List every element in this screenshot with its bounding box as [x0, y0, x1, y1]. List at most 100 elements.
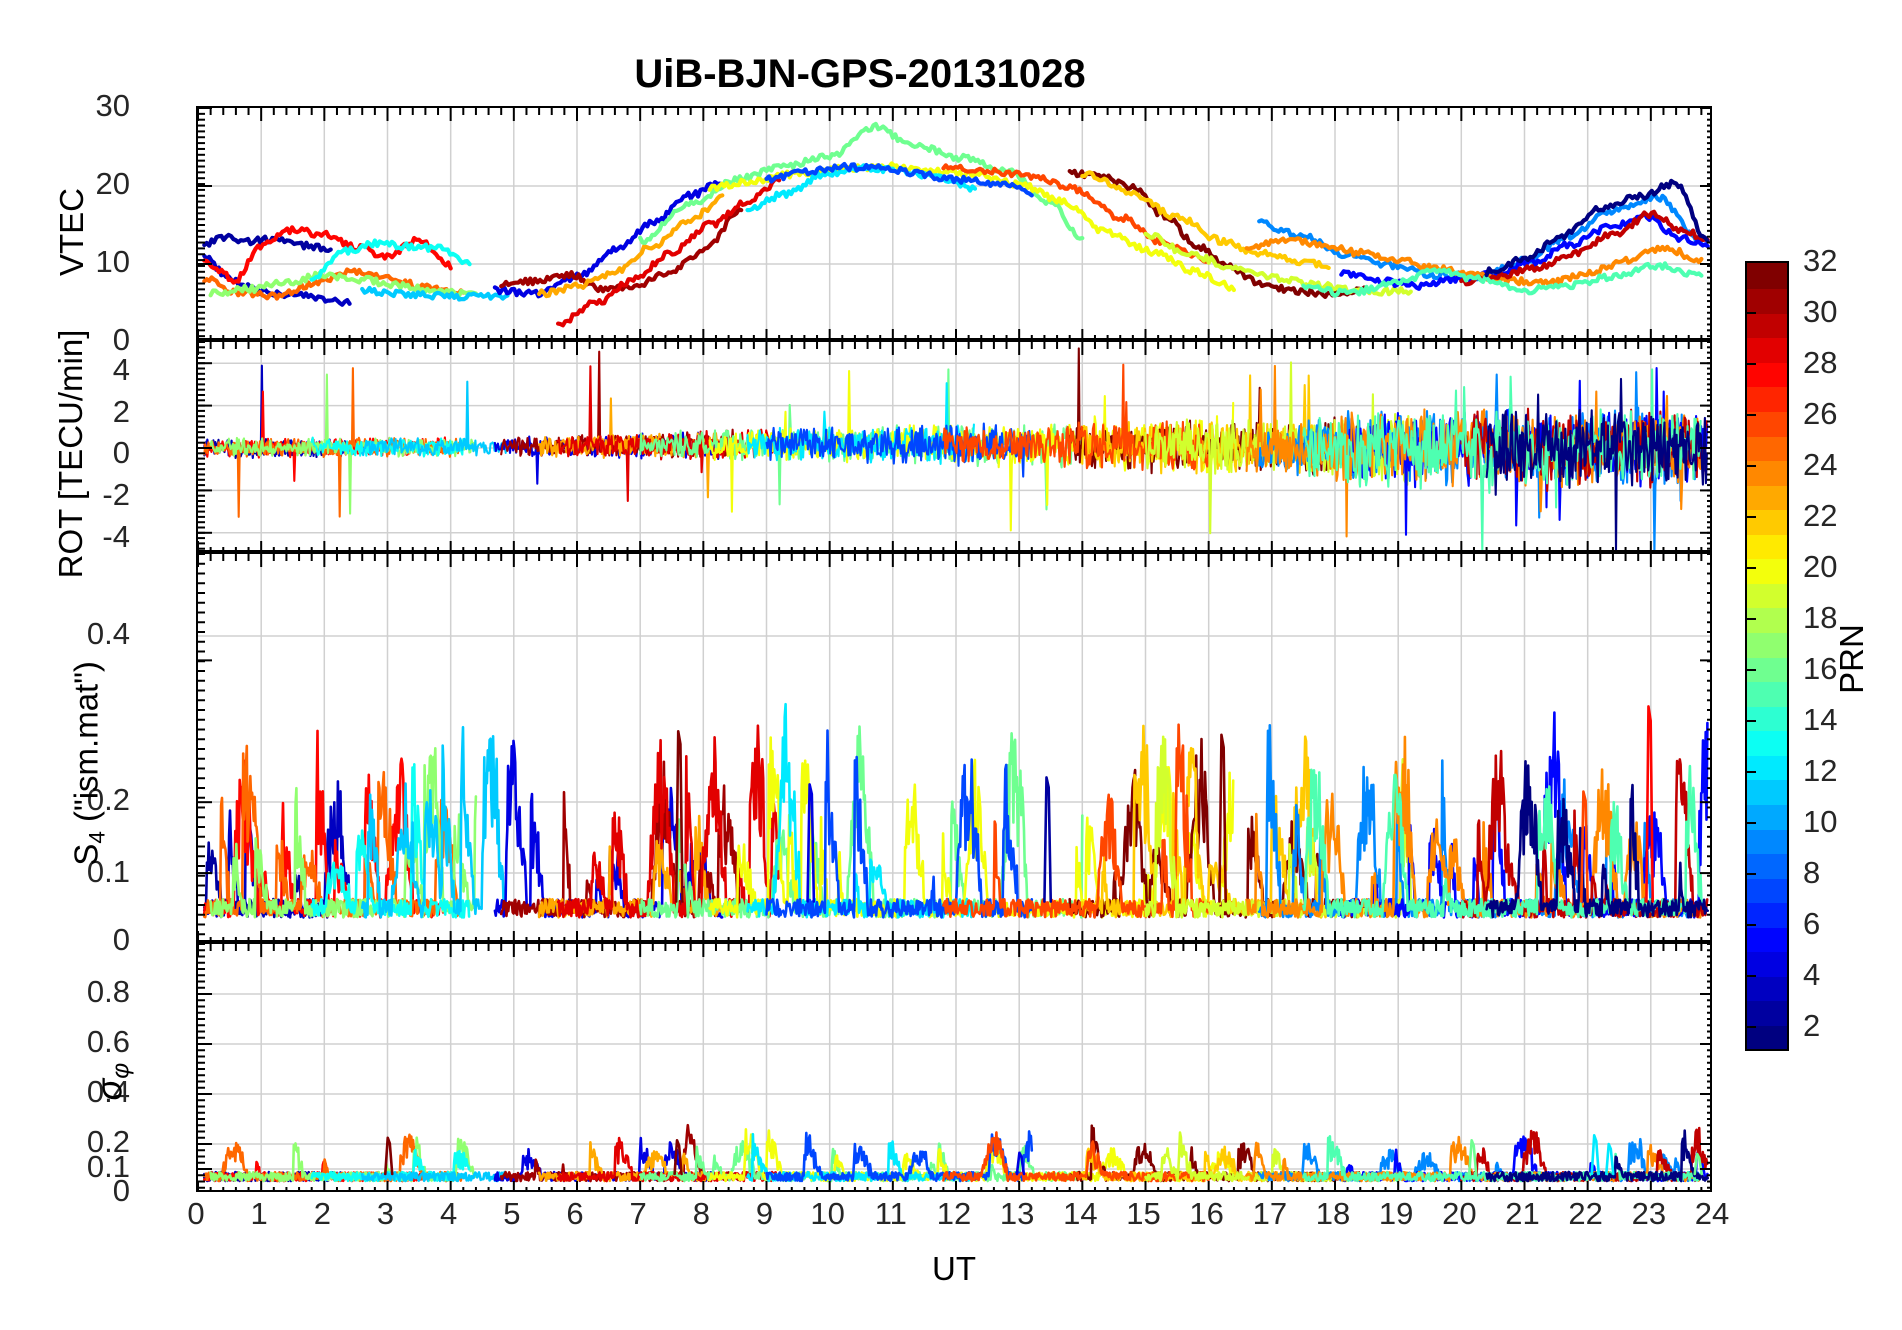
- y-tickmarks: [198, 342, 1710, 550]
- x-tick-20: 20: [1442, 1196, 1477, 1231]
- colorbar-swatch: [1747, 287, 1787, 314]
- sigmaphi-arc-prn-11: [360, 1170, 509, 1183]
- x-tick-22: 22: [1568, 1196, 1603, 1231]
- s4-ytick-01: 0.1: [86, 854, 130, 889]
- s4-arc-prn-1: [1485, 760, 1709, 919]
- panel-vtec[interactable]: [196, 106, 1712, 340]
- vtec-ytick-column: 30 20 10 0: [44, 88, 130, 357]
- x-axis-tick-labels: 0 1 2 3 4 5 6 7 8 9 10 11 12 13 14 15 16 17 18 19 20 21 22 23 24: [187, 1196, 1729, 1240]
- colorbar-tick-8: 8: [1803, 854, 1821, 890]
- colorbar-tickmark: [1745, 261, 1756, 263]
- vtec-arc-prn-23: [537, 193, 725, 299]
- axis-tickmarks: [198, 342, 1703, 550]
- s4-ytick-02: 0.2: [86, 782, 130, 817]
- colorbar-swatch: [1747, 557, 1787, 584]
- colorbar-tickmark: [1745, 362, 1756, 365]
- rot-ytick-neg2: -2: [102, 477, 130, 512]
- sigmaphi-ytick-04: 0.4: [86, 1074, 130, 1109]
- colorbar-tick-2: 2: [1803, 1007, 1821, 1043]
- colorbar-swatch: [1747, 263, 1787, 290]
- colorbar-tickmark: [1745, 872, 1756, 875]
- colorbar-tickmark: [1745, 770, 1756, 773]
- x-tick-23: 23: [1631, 1196, 1667, 1231]
- s4-arc-prn-7: [765, 729, 1034, 919]
- s4-peak-prn-4: [806, 783, 816, 903]
- y-tickmarks: [198, 944, 1710, 1189]
- vtec-arc-prn-11: [360, 285, 510, 302]
- colorbar-swatch: [1747, 778, 1787, 805]
- panel-rot[interactable]: [196, 340, 1712, 552]
- colorbar-swatch: [1747, 877, 1787, 904]
- sigmaphi-peak-prn-12: [1605, 1142, 1615, 1176]
- s4-ytick-04: 0.4: [86, 616, 130, 651]
- colorbar-swatch: [1747, 999, 1787, 1026]
- sigmaphi-peak-prn-16: [1467, 1138, 1478, 1176]
- x-tick-10: 10: [810, 1196, 845, 1231]
- sigmaphi-peak-prn-12: [1590, 1133, 1601, 1176]
- colorbar-swatch: [1747, 508, 1787, 535]
- colorbar-tickmark: [1745, 311, 1756, 314]
- colorbar-tick-28: 28: [1803, 344, 1838, 380]
- sigmaphi-plot-svg: [198, 944, 1710, 1190]
- figure-title: UiB-BJN-GPS-20131028: [634, 52, 1086, 96]
- colorbar-swatch: [1747, 336, 1787, 363]
- colorbar-tick-24: 24: [1803, 446, 1838, 482]
- sigmaphi-axis-label: σφ: [88, 1062, 135, 1101]
- colorbar-tickmark: [1745, 821, 1756, 824]
- colorbar-tick-14: 14: [1803, 701, 1838, 737]
- colorbar-tick-6: 6: [1803, 905, 1821, 941]
- sigmaphi-arc-prn-7: [765, 1130, 1034, 1183]
- colorbar-tick-30: 30: [1803, 293, 1838, 329]
- y-tickmarks: [198, 554, 1710, 936]
- sigmaphi-peak-prn-32: [383, 1136, 394, 1176]
- colorbar-tickmark: [1745, 617, 1756, 620]
- colorbar-tick-26: 26: [1803, 395, 1838, 431]
- vtec-arc-prn-29: [556, 176, 782, 328]
- vtec-ytick-30: 30: [95, 88, 130, 123]
- colorbar-tick-32: 32: [1803, 243, 1838, 278]
- x-tick-14: 14: [1063, 1196, 1098, 1231]
- colorbar-tickmark: [1745, 464, 1756, 467]
- panel-s4[interactable]: [196, 552, 1712, 942]
- colorbar-swatch: [1747, 1024, 1787, 1049]
- axis-tickmarks: [198, 944, 1703, 1190]
- vtec-arc-prn-1: [1484, 178, 1710, 278]
- sigmaphi-ytick-02: 0.2: [86, 1124, 130, 1159]
- x-tick-6: 6: [566, 1196, 584, 1231]
- colorbar-swatch: [1747, 950, 1787, 977]
- colorbar-tick-labels: 2 4 6 8 10 12 14 16 18 20 22 24 26 28 30 32: [1745, 243, 1895, 1051]
- x-tick-17: 17: [1252, 1196, 1288, 1231]
- colorbar-swatch: [1747, 975, 1787, 1002]
- colorbar-tickmark: [1745, 515, 1756, 518]
- colorbar[interactable]: [1745, 261, 1789, 1051]
- colorbar-tickmark: [1745, 668, 1756, 671]
- vtec-ytick-20: 20: [95, 166, 130, 201]
- x-tick-13: 13: [999, 1196, 1035, 1231]
- colorbar-tick-22: 22: [1803, 497, 1838, 533]
- x-tick-18: 18: [1315, 1196, 1351, 1231]
- x-tick-0: 0: [187, 1196, 205, 1231]
- colorbar-tick-12: 12: [1803, 752, 1838, 788]
- s4-arc-prn-26: [942, 723, 1210, 919]
- colorbar-swatch: [1747, 582, 1787, 609]
- rot-plot-svg: [198, 342, 1710, 550]
- colorbar-swatch: [1747, 434, 1787, 462]
- colorbar-swatch: [1747, 803, 1787, 830]
- s4-plot-svg: [198, 554, 1710, 940]
- colorbar-swatch: [1747, 606, 1787, 633]
- colorbar-tick-20: 20: [1803, 548, 1838, 584]
- s4-arc-prn-11: [360, 725, 509, 919]
- sigmaphi-ytick-0: 0: [112, 1173, 130, 1208]
- vtec-arc-prn-17: [208, 270, 478, 299]
- vtec-ytick-0: 0: [112, 322, 130, 357]
- s4-peak-prn-32: [1218, 733, 1228, 903]
- rot-series-group: [203, 347, 1709, 550]
- s4-peak-prn-32: [674, 729, 684, 903]
- sigmaphi-series-group: [203, 1123, 1709, 1183]
- s4-peak-prn-28: [1645, 705, 1655, 903]
- rot-arc-prn-29: [557, 365, 780, 503]
- panel-sigma-phi[interactable]: [196, 942, 1712, 1192]
- x-tick-1: 1: [250, 1196, 268, 1231]
- colorbar-swatch: [1747, 901, 1787, 928]
